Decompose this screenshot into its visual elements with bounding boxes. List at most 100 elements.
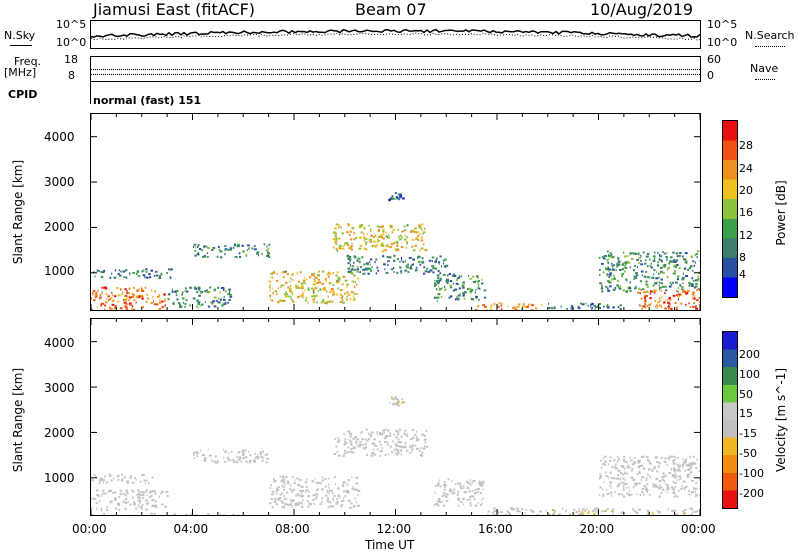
heatmap-cell — [693, 296, 696, 299]
heatmap-cell — [362, 268, 365, 271]
heatmap-cell — [383, 263, 386, 266]
heatmap-cell — [412, 249, 416, 252]
heatmap-cell — [210, 301, 212, 304]
heatmap-cell — [679, 284, 682, 287]
heatmap-cell — [623, 255, 627, 258]
heatmap-cell — [497, 512, 500, 514]
heatmap-cell — [406, 449, 409, 452]
heatmap-cell — [327, 301, 329, 303]
heatmap-cell — [131, 514, 135, 515]
heatmap-cell — [202, 255, 205, 258]
heatmap-cell — [254, 456, 257, 459]
heatmap-cell — [206, 289, 208, 292]
heatmap-cell — [246, 249, 248, 252]
heatmap-cell — [641, 308, 643, 310]
heatmap-cell — [645, 456, 649, 459]
heatmap-cell — [154, 506, 158, 509]
heatmap-cell — [423, 266, 426, 269]
heatmap-cell — [695, 253, 698, 255]
heatmap-cell — [652, 255, 656, 258]
heatmap-cell — [458, 275, 460, 278]
heatmap-cell — [221, 250, 223, 253]
heatmap-cell — [649, 297, 652, 300]
vel-cbar-tick-m50: -50 — [739, 447, 757, 460]
heatmap-cell — [454, 298, 457, 301]
heatmap-cell — [611, 264, 614, 267]
heatmap-cell — [104, 492, 107, 495]
heatmap-cell — [131, 496, 134, 499]
heatmap-cell — [675, 493, 677, 496]
heatmap-cell — [493, 510, 497, 513]
heatmap-cell — [375, 258, 378, 261]
heatmap-cell — [620, 481, 623, 484]
heatmap-cell — [678, 293, 681, 296]
heatmap-cell — [112, 294, 114, 297]
heatmap-cell — [294, 479, 296, 482]
heatmap-cell — [336, 498, 339, 501]
heatmap-cell — [197, 288, 201, 291]
heatmap-cell — [344, 242, 346, 245]
heatmap-cell — [633, 275, 636, 278]
heatmap-cell — [158, 495, 160, 498]
heatmap-cell — [325, 494, 328, 497]
heatmap-cell — [658, 511, 661, 514]
heatmap-cell — [342, 245, 345, 248]
heatmap-cell — [539, 510, 542, 513]
heatmap-cell — [349, 263, 352, 266]
heatmap-cell — [425, 445, 429, 448]
heatmap-cell — [442, 274, 446, 276]
heatmap-cell — [698, 297, 700, 299]
heatmap-cell — [146, 276, 149, 279]
heatmap-cell — [130, 475, 133, 478]
heatmap-cell — [396, 454, 398, 457]
heatmap-cell — [547, 513, 551, 515]
heatmap-cell — [217, 459, 219, 462]
heatmap-cell — [691, 284, 694, 287]
heatmap-cell — [658, 462, 661, 465]
heatmap-cell — [598, 256, 601, 259]
heatmap-cell — [164, 298, 166, 301]
heatmap-cell — [160, 272, 163, 275]
heatmap-cell — [421, 257, 424, 260]
heatmap-cell — [386, 244, 389, 247]
heatmap-cell — [343, 497, 345, 500]
heatmap-cell — [303, 281, 306, 284]
heatmap-cell — [406, 236, 409, 239]
heatmap-cell — [291, 490, 294, 493]
heatmap-cell — [107, 480, 109, 483]
heatmap-cell — [400, 449, 402, 452]
heatmap-cell — [626, 492, 629, 495]
heatmap-cell — [687, 290, 690, 292]
heatmap-cell — [111, 291, 113, 294]
heatmap-cell — [509, 512, 511, 515]
heatmap-cell — [653, 483, 656, 486]
heatmap-cell — [329, 489, 331, 492]
heatmap-cell — [125, 303, 129, 306]
heatmap-cell — [281, 506, 285, 508]
heatmap-cell — [327, 497, 329, 500]
heatmap-cell — [472, 479, 476, 482]
heatmap-cell — [125, 306, 127, 308]
heatmap-cell — [364, 447, 366, 450]
heatmap-cell — [369, 240, 372, 243]
heatmap-cell — [469, 277, 472, 280]
heatmap-cell — [617, 469, 621, 472]
cpid-tick — [90, 82, 91, 104]
heatmap-cell — [124, 295, 128, 297]
beam-title: Beam 07 — [355, 0, 427, 19]
heatmap-cell — [659, 483, 661, 486]
heatmap-cell — [435, 288, 438, 291]
heatmap-cell — [160, 492, 162, 495]
heatmap-cell — [655, 277, 659, 280]
heatmap-cell — [647, 459, 649, 461]
heatmap-cell — [682, 272, 684, 275]
heatmap-cell — [489, 306, 492, 309]
heatmap-cell — [477, 286, 479, 289]
heatmap-cell — [224, 248, 227, 250]
heatmap-cell — [145, 508, 148, 511]
power-colorbar-fill — [723, 121, 737, 297]
heatmap-cell — [482, 304, 485, 307]
heatmap-cell — [125, 276, 128, 279]
heatmap-cell — [479, 482, 483, 485]
heatmap-cell — [423, 227, 426, 230]
